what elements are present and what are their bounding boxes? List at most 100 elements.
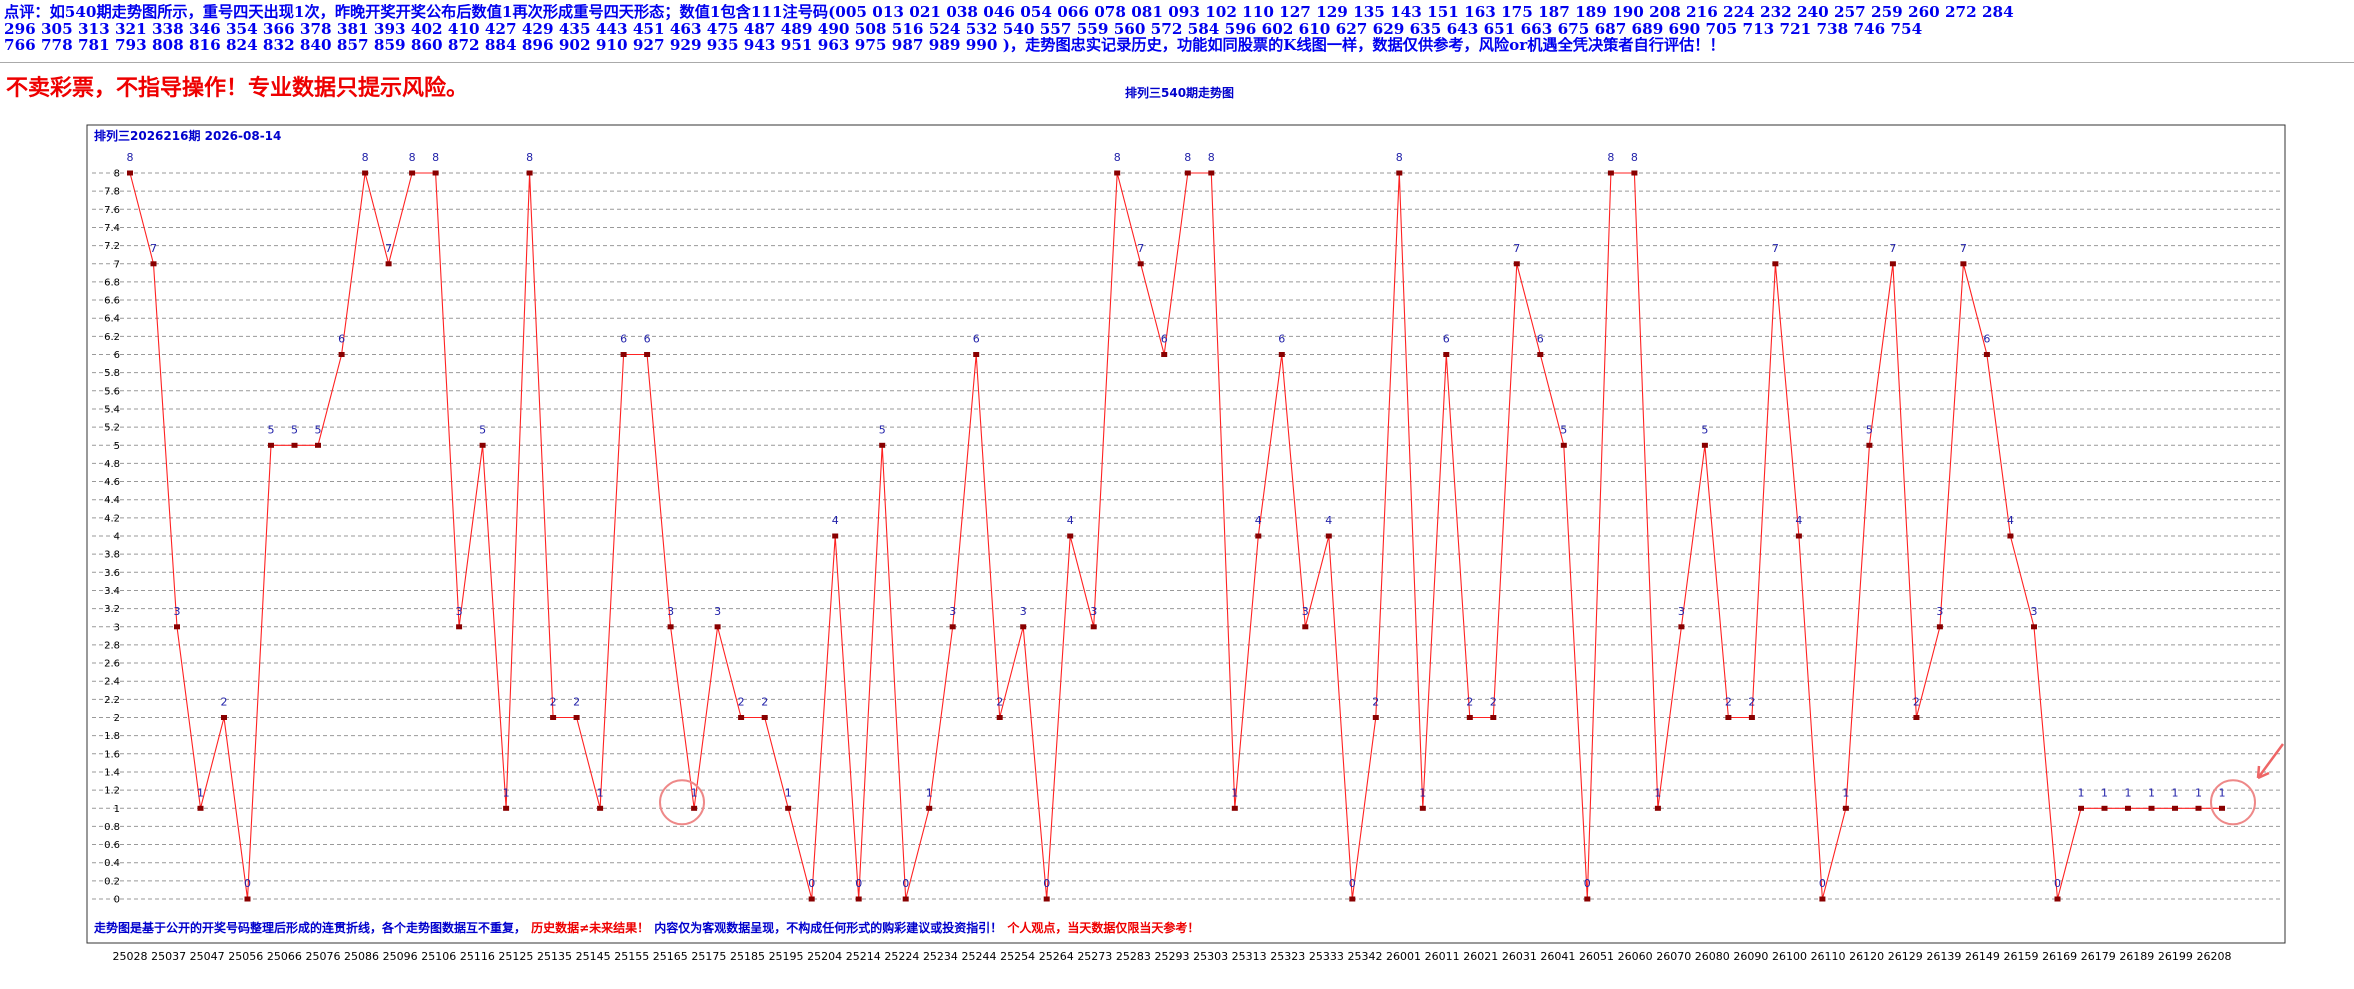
data-label: 0	[808, 877, 815, 890]
data-point	[1043, 896, 1050, 902]
x-tick-label: 25264	[1039, 950, 1074, 963]
data-point	[2172, 805, 2178, 811]
data-label: 8	[1607, 151, 1614, 164]
x-tick-label: 25135	[537, 950, 572, 963]
data-point	[1819, 896, 1826, 902]
data-label: 3	[1302, 605, 1309, 618]
y-tick-label: 7.6	[104, 205, 120, 216]
data-label: 2	[1490, 696, 1497, 709]
x-tick-label: 25224	[884, 950, 919, 963]
data-label: 7	[1137, 242, 1144, 255]
data-point	[1560, 442, 1567, 448]
data-label: 3	[2031, 605, 2038, 618]
data-point	[1278, 352, 1285, 357]
y-tick-label: 3.2	[104, 604, 120, 615]
data-point	[2219, 805, 2225, 811]
x-tick-label: 26060	[1618, 950, 1653, 963]
footer-red-2: 个人观点，当天数据仅限当天参考！	[1006, 920, 1199, 935]
x-tick-label: 26149	[1965, 950, 2000, 963]
data-point	[197, 805, 204, 811]
data-label: 3	[1678, 605, 1685, 618]
data-point	[1584, 896, 1591, 902]
data-label: 3	[949, 605, 956, 618]
y-tick-label: 1.4	[104, 767, 120, 778]
data-point	[738, 715, 745, 720]
data-label: 5	[291, 423, 298, 436]
x-tick-label: 26041	[1540, 950, 1575, 963]
chart-frame	[86, 124, 2286, 944]
x-tick-label: 26139	[1926, 950, 1961, 963]
y-tick-label: 1.2	[104, 786, 120, 797]
x-tick-label: 26070	[1656, 950, 1691, 963]
data-label: 7	[385, 242, 392, 255]
data-label: 8	[362, 151, 369, 164]
data-label: 6	[1443, 333, 1450, 346]
data-point	[268, 442, 274, 448]
y-tick-label: 0.6	[104, 840, 120, 851]
x-tick-label: 25234	[923, 950, 958, 963]
data-point	[479, 442, 486, 448]
header-line-3: 766 778 781 793 808 816 824 832 840 857 …	[4, 37, 1725, 54]
x-tick-label: 25244	[962, 950, 997, 963]
data-label: 5	[1866, 423, 1873, 436]
data-point	[2007, 533, 2014, 539]
data-label: 7	[150, 242, 157, 255]
data-point	[902, 896, 909, 902]
y-tick-label: 6.6	[104, 296, 120, 307]
data-point	[1325, 533, 1332, 539]
x-tick-label: 26110	[1811, 950, 1846, 963]
x-tick-label: 25028	[113, 950, 148, 963]
data-label: 0	[244, 877, 251, 890]
data-label: 0	[1349, 877, 1356, 890]
data-point	[1443, 352, 1450, 357]
chart-subtitle: 排列三2026216期 2026-08-14	[94, 128, 281, 143]
x-tick-label: 25165	[653, 950, 688, 963]
data-label: 3	[1936, 605, 1943, 618]
data-point	[409, 170, 416, 176]
data-point	[2195, 805, 2202, 811]
data-label: 7	[1960, 242, 1967, 255]
data-label: 1	[1842, 786, 1849, 799]
x-tick-label: 26179	[2081, 950, 2116, 963]
x-tick-label: 26208	[2197, 950, 2232, 963]
data-point	[2148, 805, 2155, 811]
data-label: 2	[996, 696, 1003, 709]
y-tick-label: 3	[114, 622, 120, 633]
data-label: 3	[174, 605, 181, 618]
data-label: 6	[1983, 333, 1990, 346]
data-label: 1	[691, 786, 698, 799]
y-tick-label: 0.8	[104, 822, 120, 833]
data-label: 8	[1184, 151, 1191, 164]
data-point	[1889, 261, 1896, 267]
data-label: 0	[1584, 877, 1591, 890]
data-point	[1114, 170, 1121, 176]
header-comment: 点评：如540期走势图所示，重号四天出现1次，昨晚开奖开奖公布后数值1再次形成重…	[4, 4, 2350, 54]
data-point	[1208, 170, 1215, 176]
data-point	[879, 442, 886, 448]
data-label: 8	[1114, 151, 1121, 164]
data-point	[1161, 352, 1168, 357]
data-label: 3	[456, 605, 463, 618]
header-divider	[0, 62, 2354, 63]
header-line-2: 296 305 313 321 338 346 354 366 378 381 …	[4, 20, 1923, 37]
data-label: 1	[1419, 786, 1426, 799]
x-tick-label: 25037	[151, 950, 186, 963]
y-tick-label: 0	[114, 895, 120, 906]
data-label: 1	[785, 786, 792, 799]
data-label: 0	[1043, 877, 1050, 890]
data-point	[1184, 170, 1191, 176]
data-point	[1137, 261, 1144, 267]
y-tick-label: 1.8	[104, 731, 120, 742]
data-point	[714, 624, 721, 630]
y-tick-label: 2.8	[104, 640, 120, 651]
x-tick-label: 25283	[1116, 950, 1151, 963]
data-label: 2	[550, 696, 557, 709]
data-label: 8	[409, 151, 416, 164]
x-tick-label: 26129	[1888, 950, 1923, 963]
data-label: 8	[1396, 151, 1403, 164]
x-tick-label: 25293	[1155, 950, 1190, 963]
highlight-markers	[659, 743, 2285, 826]
data-label: 4	[2007, 514, 2014, 527]
x-tick-label: 26090	[1733, 950, 1768, 963]
